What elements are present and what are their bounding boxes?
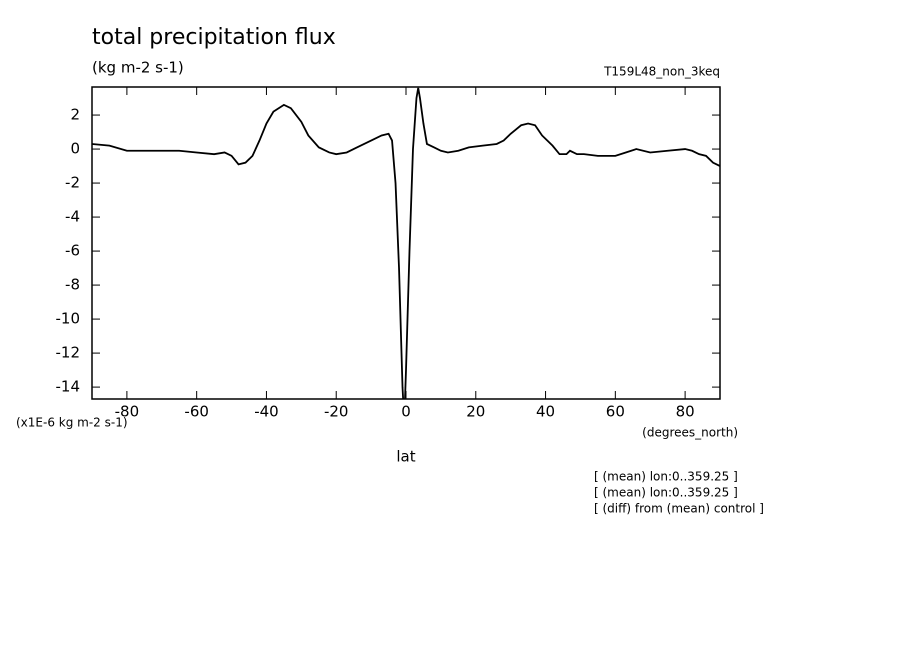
y-tick-label: -6 [65,242,80,260]
y-tick-label: -12 [56,344,81,362]
y-tick-label: 2 [70,106,80,124]
x-tick-label: 40 [536,403,555,421]
dataset-label: T159L48_non_3keq [603,65,720,79]
note: [ (mean) lon:0..359.25 ] [594,486,738,500]
x-tick-label: -80 [115,403,140,421]
y-tick-label: 0 [70,140,80,158]
x-tick-label: 20 [466,403,485,421]
x-tick-label: 60 [606,403,625,421]
x-tick-label: -20 [324,403,349,421]
x-tick-label: -60 [184,403,209,421]
x-units: (degrees_north) [642,426,738,440]
y-tick-label: -8 [65,276,80,294]
data-line [92,87,720,399]
note: [ (diff) from (mean) control ] [594,502,764,516]
y-tick-label: -10 [56,310,81,328]
x-axis-label: lat [396,448,415,466]
y-units: (x1E-6 kg m-2 s-1) [16,416,128,430]
y-tick-label: -4 [65,208,80,226]
y-tick-label: -2 [65,174,80,192]
y-tick-label: -14 [56,378,81,396]
note: [ (mean) lon:0..359.25 ] [594,470,738,484]
chart-title: total precipitation flux [92,25,336,50]
subtitle: (kg m-2 s-1) [92,59,184,77]
x-tick-label: 80 [676,403,695,421]
x-tick-label: 0 [401,403,411,421]
x-tick-label: -40 [254,403,279,421]
